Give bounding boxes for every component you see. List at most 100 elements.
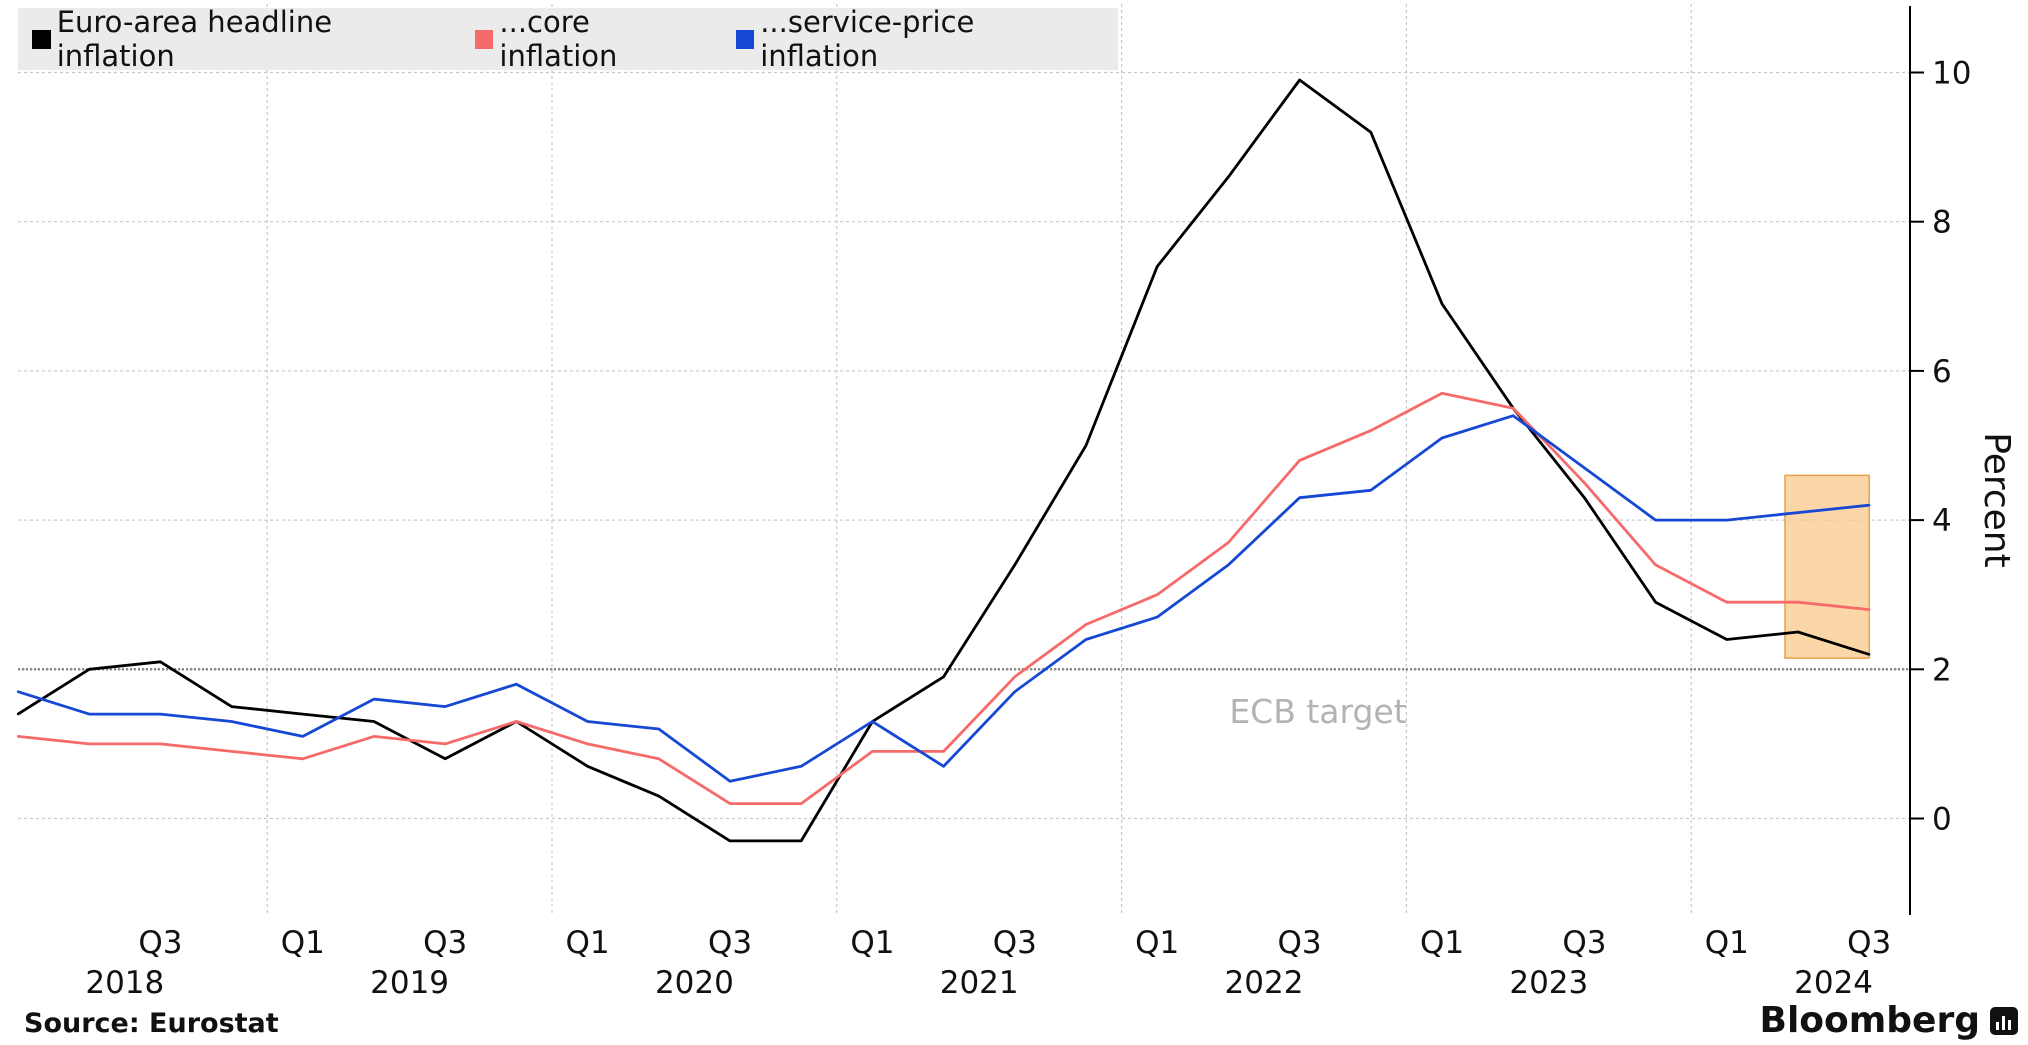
data-point-services-inflation	[1440, 436, 1444, 440]
data-point-services-inflation	[657, 727, 660, 731]
data-point-core-inflation	[1654, 563, 1657, 567]
x-year-label: 2023	[1509, 965, 1588, 1001]
data-point-headline-inflation	[1583, 496, 1586, 499]
data-point-core-inflation	[1440, 392, 1444, 395]
data-point-services-inflation	[515, 683, 518, 686]
data-point-core-inflation	[657, 757, 660, 761]
data-point-headline-inflation	[728, 839, 732, 843]
x-tick-label: Q1	[1135, 925, 1179, 961]
x-tick-label: Q3	[708, 925, 752, 961]
legend-swatch-services	[735, 29, 755, 49]
legend: Euro-area headline inflation ...core inf…	[18, 5, 1118, 73]
data-point-services-inflation	[871, 720, 874, 723]
data-point-headline-inflation	[444, 757, 447, 761]
data-point-core-inflation	[88, 742, 91, 746]
legend-label-headline: Euro-area headline inflation	[56, 5, 333, 73]
data-point-core-inflation	[230, 750, 233, 753]
data-point-core-inflation	[1013, 675, 1016, 678]
series-line-headline-inflation	[17, 78, 1870, 843]
data-point-headline-inflation	[586, 765, 589, 768]
data-point-core-inflation	[1583, 481, 1586, 484]
x-tick-label: Q3	[1847, 925, 1891, 961]
data-point-core-inflation	[1369, 429, 1373, 432]
data-point-core-inflation	[942, 750, 945, 753]
x-tick-label: Q1	[566, 925, 610, 961]
y-tick-label: 6	[1932, 354, 1952, 390]
data-point-headline-inflation	[800, 839, 803, 843]
x-tick-label: Q3	[1278, 925, 1322, 961]
data-point-core-inflation	[444, 742, 447, 746]
data-point-headline-inflation	[1369, 130, 1373, 134]
data-point-headline-inflation	[159, 660, 162, 664]
legend-swatch-core	[474, 29, 494, 49]
data-point-core-inflation	[1512, 407, 1515, 410]
legend-item-headline: Euro-area headline inflation	[32, 5, 453, 73]
ecb-target-label: ECB target	[1229, 692, 1406, 731]
data-point-services-inflation	[728, 780, 732, 783]
data-point-headline-inflation	[1156, 265, 1159, 268]
series-line-services-inflation	[17, 414, 1870, 783]
data-point-core-inflation	[1156, 593, 1159, 596]
x-tick-label: Q1	[1420, 925, 1464, 961]
data-point-headline-inflation	[1298, 78, 1301, 82]
data-point-services-inflation	[444, 705, 447, 708]
data-point-core-inflation	[515, 720, 518, 723]
legend-item-core: ...core inflation	[474, 5, 714, 73]
x-tick-label: Q3	[993, 925, 1037, 961]
data-point-headline-inflation	[88, 668, 91, 671]
data-point-services-inflation	[88, 712, 91, 716]
data-point-services-inflation	[942, 765, 945, 768]
data-point-headline-inflation	[16, 712, 20, 716]
x-tick-label: Q1	[1705, 925, 1749, 961]
data-point-services-inflation	[1156, 615, 1159, 619]
data-point-headline-inflation	[942, 675, 945, 678]
x-year-label: 2024	[1794, 965, 1873, 1001]
data-point-headline-inflation	[1013, 563, 1016, 567]
x-year-label: 2021	[940, 965, 1019, 1001]
data-point-core-inflation	[1298, 459, 1301, 462]
x-year-label: 2019	[370, 965, 449, 1001]
data-point-services-inflation	[1298, 496, 1301, 499]
data-point-services-inflation	[159, 712, 162, 716]
brand-name: Bloomberg	[1759, 1000, 1980, 1041]
x-tick-label: Q3	[1562, 925, 1606, 961]
data-point-headline-inflation	[301, 712, 304, 716]
grid-layer	[18, 4, 1910, 915]
data-point-headline-inflation	[372, 720, 376, 723]
bloomberg-bars-icon	[1990, 1006, 2018, 1035]
data-point-headline-inflation	[1227, 175, 1230, 179]
y-tick-label: 8	[1932, 205, 1952, 241]
data-point-services-inflation	[1654, 518, 1657, 522]
axis-layer: 0 2 4 6 8 10 Percent Q3 Q1 Q3 Q1 Q3 Q1 Q3 Q1 Q3 Q1 Q3 Q1 Q3…	[85, 6, 2017, 1001]
brand-logo: Bloomberg	[1760, 1000, 2018, 1041]
data-point-services-inflation	[586, 720, 589, 723]
data-point-core-inflation	[1725, 600, 1729, 604]
x-tick-label: Q1	[281, 925, 325, 961]
data-point-services-inflation	[1227, 563, 1230, 567]
data-point-core-inflation	[1796, 600, 1800, 604]
data-point-services-inflation	[230, 720, 233, 723]
data-point-core-inflation	[372, 735, 376, 738]
data-point-services-inflation	[301, 735, 304, 738]
data-point-services-inflation	[1013, 690, 1016, 693]
data-point-headline-inflation	[1868, 653, 1871, 656]
target-line-layer: ECB target	[18, 668, 1910, 731]
data-point-headline-inflation	[1654, 600, 1657, 604]
y-axis-title: Percent	[1976, 432, 2017, 567]
y-tick-label: 2	[1932, 652, 1952, 688]
data-point-services-inflation	[1084, 638, 1088, 641]
legend-label-services: ...service-price inflation	[760, 5, 975, 73]
data-point-core-inflation	[1084, 623, 1088, 626]
x-year-label: 2020	[655, 965, 734, 1001]
x-year-label: 2018	[85, 965, 164, 1001]
data-point-core-inflation	[1868, 608, 1871, 611]
data-point-services-inflation	[1369, 489, 1373, 492]
legend-swatch-headline	[32, 29, 51, 49]
data-point-services-inflation	[1725, 518, 1729, 522]
data-point-services-inflation	[372, 697, 376, 701]
y-tick-label: 0	[1932, 802, 1952, 838]
data-point-core-inflation	[1227, 541, 1230, 544]
data-point-core-inflation	[301, 757, 304, 761]
legend-label-core: ...core inflation	[499, 5, 618, 73]
